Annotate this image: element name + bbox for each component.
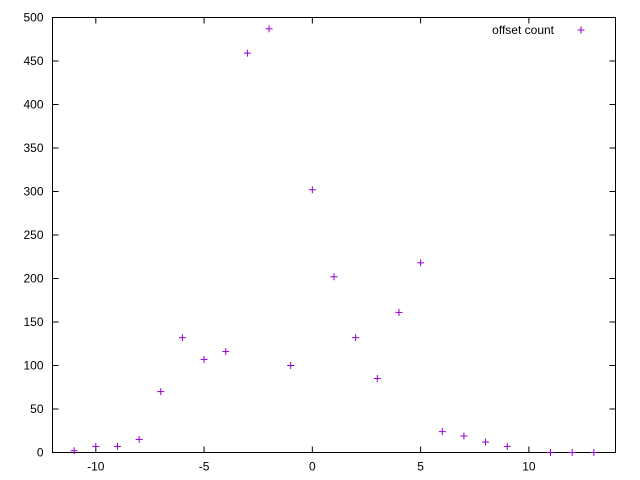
plot-frame (52, 17, 616, 453)
y-tick-label: 0 (37, 446, 44, 460)
legend-label: offset count (492, 23, 554, 37)
y-tick-label: 500 (23, 11, 43, 25)
data-points (70, 25, 598, 456)
data-point (178, 334, 186, 342)
data-point (503, 442, 511, 450)
y-axis: 0 50 100 150 200 250 300 350 400 450 500 (23, 11, 616, 460)
x-tick-label: 0 (309, 460, 316, 474)
y-tick-label: 350 (23, 141, 43, 155)
data-point (200, 355, 208, 363)
data-point (373, 375, 381, 383)
y-tick-label: 50 (30, 402, 44, 416)
data-point (417, 259, 425, 267)
data-point (482, 438, 490, 446)
legend-marker (577, 26, 585, 34)
data-point (157, 388, 165, 396)
data-point (135, 435, 143, 443)
y-tick-label: 300 (23, 185, 43, 199)
data-point (568, 449, 576, 456)
x-axis: -10 -5 0 5 10 (87, 17, 536, 474)
y-tick-label: 250 (23, 228, 43, 242)
data-point (287, 362, 295, 369)
y-tick-label: 100 (23, 359, 43, 373)
legend: offset count (492, 23, 585, 37)
y-tick-label: 200 (23, 272, 43, 286)
y-tick-label: 400 (23, 98, 43, 112)
data-point (395, 308, 403, 316)
x-tick-label: 5 (417, 460, 424, 474)
data-point (70, 447, 78, 455)
x-tick-label: -5 (199, 460, 210, 474)
data-point (308, 186, 316, 194)
data-point (438, 428, 446, 436)
data-point (222, 348, 230, 356)
data-point (92, 442, 100, 450)
data-point (265, 25, 273, 33)
y-tick-label: 450 (23, 54, 43, 68)
data-point (243, 49, 251, 57)
data-point (590, 449, 598, 456)
data-point (547, 449, 555, 456)
data-point (330, 273, 338, 281)
data-point (352, 334, 360, 342)
data-point (113, 442, 121, 450)
y-tick-label: 150 (23, 315, 43, 329)
x-tick-label: 10 (522, 460, 536, 474)
data-point (460, 432, 468, 440)
x-tick-label: -10 (87, 460, 105, 474)
